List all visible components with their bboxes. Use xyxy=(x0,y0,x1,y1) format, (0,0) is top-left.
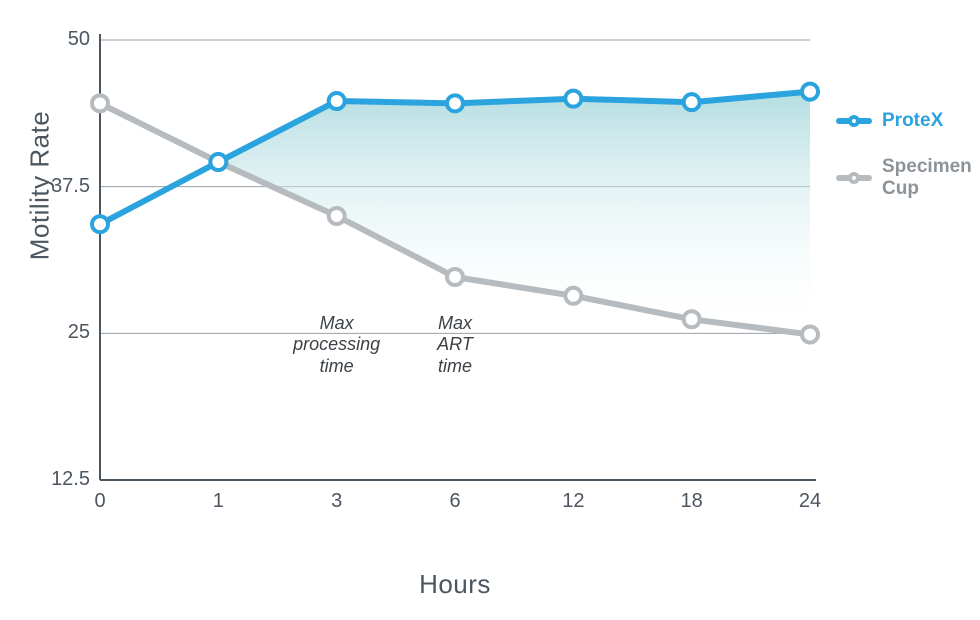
series-marker-specimen_cup xyxy=(329,208,345,224)
x-tick-label: 1 xyxy=(193,490,243,513)
series-marker-specimen_cup xyxy=(684,311,700,327)
series-marker-protex xyxy=(210,154,226,170)
series-marker-protex xyxy=(565,91,581,107)
chart-container: Motility Rate ProteXSpecimen Cup 12.5253… xyxy=(0,0,980,620)
series-marker-specimen_cup xyxy=(802,327,818,343)
x-tick-label: 3 xyxy=(312,490,362,513)
x-tick-label: 12 xyxy=(548,490,598,513)
series-marker-protex xyxy=(447,95,463,111)
chart-plot xyxy=(0,0,980,620)
series-marker-protex xyxy=(684,94,700,110)
legend-label: ProteX xyxy=(882,110,943,132)
y-tick-label: 50 xyxy=(30,28,90,51)
legend-marker xyxy=(836,171,872,185)
annotation: Max processing time xyxy=(282,313,392,378)
x-tick-label: 6 xyxy=(430,490,480,513)
y-tick-label: 25 xyxy=(30,321,90,344)
series-marker-protex xyxy=(329,93,345,109)
legend-item: ProteX xyxy=(836,110,976,132)
series-marker-specimen_cup xyxy=(447,269,463,285)
legend-label: Specimen Cup xyxy=(882,156,972,200)
legend-marker xyxy=(836,114,872,128)
series-marker-protex xyxy=(802,84,818,100)
series-marker-specimen_cup xyxy=(92,95,108,111)
annotation: Max ART time xyxy=(400,313,510,378)
fill-between-region xyxy=(218,92,810,335)
x-tick-label: 0 xyxy=(75,490,125,513)
series-marker-protex xyxy=(92,216,108,232)
legend: ProteX Specimen Cup xyxy=(836,110,976,224)
y-tick-label: 12.5 xyxy=(30,468,90,491)
x-tick-label: 18 xyxy=(667,490,717,513)
series-marker-specimen_cup xyxy=(565,288,581,304)
x-axis-title: Hours xyxy=(100,569,810,600)
y-tick-label: 37.5 xyxy=(30,175,90,198)
x-tick-label: 24 xyxy=(785,490,835,513)
legend-item: Specimen Cup xyxy=(836,156,976,200)
